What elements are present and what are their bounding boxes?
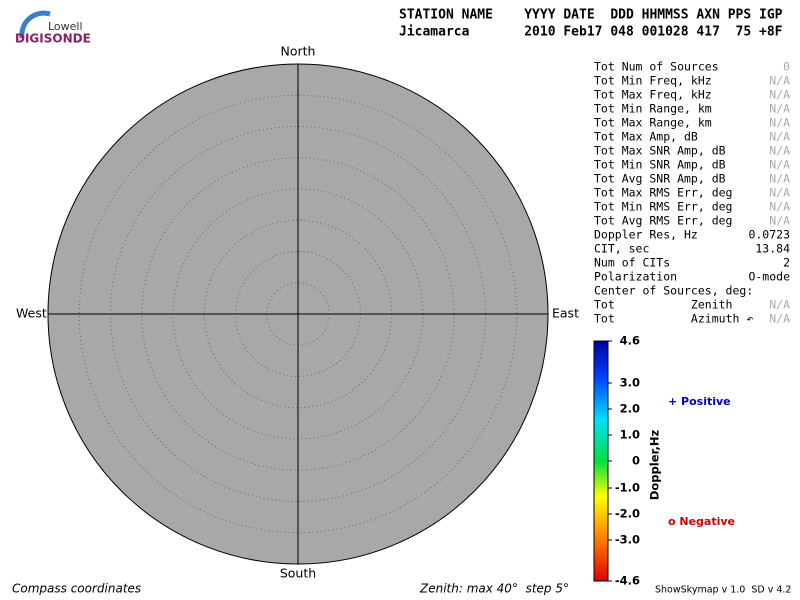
- row-label: Tot Min RMS Err, deg: [594, 200, 732, 214]
- row-value: N/A: [769, 88, 790, 102]
- logo-swoosh: [19, 10, 51, 39]
- east-label: East: [552, 306, 579, 321]
- logo-brand: Lowell: [48, 20, 83, 33]
- row-value: N/A: [769, 312, 790, 326]
- colorbar-tick-label: 2.0: [620, 402, 640, 416]
- doppler-colorbar: [593, 340, 609, 582]
- row-label: Doppler Res, Hz: [594, 228, 698, 242]
- row-label: Tot Max Range, km: [594, 116, 712, 130]
- row-label: Tot Max Amp, dB: [594, 130, 698, 144]
- row-label: Center of Sources, deg:: [594, 284, 753, 298]
- footer-left: Compass coordinates: [12, 582, 141, 596]
- logo-product: DIGISONDE: [15, 32, 91, 46]
- row-value: N/A: [769, 298, 790, 312]
- row-value: O-mode: [748, 270, 790, 284]
- row-value: 0: [783, 60, 790, 74]
- colorbar-title: Doppler,Hz: [648, 430, 662, 501]
- row-value: N/A: [769, 172, 790, 186]
- row-label: Polarization: [594, 270, 677, 284]
- row-label: Tot Zenith: [594, 298, 732, 312]
- row-value: N/A: [769, 116, 790, 130]
- row-value: 13.84: [755, 242, 790, 256]
- colorbar-tick-label: -4.6: [615, 574, 640, 588]
- row-value: 0.0723: [748, 228, 790, 242]
- west-label: West: [16, 306, 47, 321]
- row-label: Tot Num of Sources: [594, 60, 719, 74]
- row-value: N/A: [769, 214, 790, 228]
- north-label: North: [281, 44, 316, 59]
- row-value: N/A: [769, 186, 790, 200]
- row-label: Tot Avg SNR Amp, dB: [594, 172, 726, 186]
- row-label: Tot Min SNR Amp, dB: [594, 158, 726, 172]
- row-label: Num of CITs: [594, 256, 670, 270]
- row-value: N/A: [769, 74, 790, 88]
- row-value: N/A: [769, 158, 790, 172]
- row-label: Tot Max Freq, kHz: [594, 88, 712, 102]
- header-line: Jicamarca 2010 Feb17 048 001028 417 75 +…: [399, 25, 783, 40]
- colorbar-tick-label: -3.0: [615, 533, 640, 547]
- row-label: Tot Min Freq, kHz: [594, 74, 712, 88]
- header-line: STATION NAME YYYY DATE DDD HHMMSS AXN PP…: [399, 8, 783, 23]
- legend-negative: o Negative: [668, 515, 735, 528]
- footer-right: ShowSkymap v 1.0 SD v 4.2: [655, 585, 791, 596]
- row-value: 2: [783, 256, 790, 270]
- row-label: Tot Azimuth ↶: [594, 312, 753, 326]
- row-label: Tot Min Range, km: [594, 102, 712, 116]
- south-label: South: [280, 566, 316, 581]
- row-label: CIT, sec: [594, 242, 649, 256]
- row-label: Tot Max SNR Amp, dB: [594, 144, 726, 158]
- footer-center: Zenith: max 40° step 5°: [419, 582, 569, 596]
- row-value: N/A: [769, 102, 790, 116]
- row-value: N/A: [769, 130, 790, 144]
- colorbar-tick-label: 0: [632, 454, 640, 468]
- colorbar-tick-label: 1.0: [620, 428, 640, 442]
- legend-positive: + Positive: [668, 395, 731, 408]
- colorbar-tick-label: -1.0: [615, 481, 640, 495]
- row-value: N/A: [769, 200, 790, 214]
- row-label: Tot Max RMS Err, deg: [594, 186, 732, 200]
- row-label: Tot Avg RMS Err, deg: [594, 214, 732, 228]
- colorbar-tick-label: 4.6: [620, 334, 640, 348]
- colorbar-tick-label: -2.0: [615, 507, 640, 521]
- colorbar-tick-label: 3.0: [620, 376, 640, 390]
- row-value: N/A: [769, 144, 790, 158]
